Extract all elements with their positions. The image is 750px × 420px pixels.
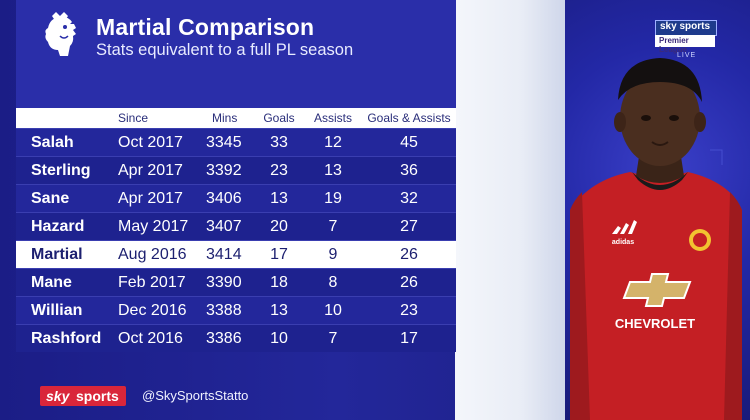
since-cell: Oct 2016 (118, 330, 183, 347)
assists-cell: 12 (324, 134, 342, 151)
table-row: Salah Oct 2017 3345 33 12 45 (16, 128, 456, 156)
mins-cell: 3386 (206, 330, 242, 347)
goals-assists-cell: 32 (400, 190, 418, 207)
since-cell: Apr 2017 (118, 190, 183, 207)
goals-cell: 23 (270, 162, 288, 179)
table-row-highlighted: Martial Aug 2016 3414 17 9 26 (16, 240, 456, 268)
goals-assists-cell: 26 (400, 246, 418, 263)
goals-assists-cell: 27 (400, 218, 418, 235)
goals-assists-cell: 17 (400, 330, 418, 347)
player-name: Willian (31, 302, 83, 319)
player-name: Salah (31, 134, 74, 151)
assists-cell: 13 (324, 162, 342, 179)
column-header-since: Since (118, 111, 149, 125)
goals-assists-cell: 26 (400, 274, 418, 291)
goals-cell: 33 (270, 134, 288, 151)
sky-sports-logo-icon: sky sports (40, 386, 126, 406)
since-cell: Apr 2017 (118, 162, 183, 179)
table-row: Willian Dec 2016 3388 13 10 23 (16, 296, 456, 324)
column-header-goals-assists: Goals & Assists (367, 111, 451, 125)
goals-cell: 20 (270, 218, 288, 235)
player-name: Hazard (31, 218, 85, 235)
goals-assists-cell: 45 (400, 134, 418, 151)
shirt-kit-brand-text: adidas (612, 239, 634, 246)
goals-cell: 13 (270, 302, 288, 319)
since-cell: May 2017 (118, 218, 189, 235)
goals-cell: 10 (270, 330, 288, 347)
table-header-row: Since Mins Goals Assists Goals & Assists (16, 108, 456, 128)
since-cell: Dec 2016 (118, 302, 187, 319)
premier-league-lion-icon (45, 12, 76, 56)
assists-cell: 10 (324, 302, 342, 319)
mins-cell: 3392 (206, 162, 242, 179)
sports-logo-text: sports (76, 388, 119, 404)
mins-cell: 3345 (206, 134, 242, 151)
column-header-assists: Assists (313, 111, 352, 125)
player-name: Martial (31, 246, 83, 263)
assists-cell: 9 (328, 246, 338, 263)
column-header-goals: Goals (263, 111, 295, 125)
player-name: Rashford (31, 330, 102, 347)
since-cell: Oct 2017 (118, 134, 183, 151)
broadcaster-badge: sky sports Premier League (655, 20, 717, 54)
page-title: Martial Comparison (96, 14, 315, 40)
mins-cell: 3406 (206, 190, 242, 207)
table-row: Hazard May 2017 3407 20 7 27 (16, 212, 456, 240)
since-cell: Feb 2017 (118, 274, 186, 291)
goals-assists-cell: 36 (400, 162, 418, 179)
goals-cell: 18 (270, 274, 288, 291)
mins-cell: 3388 (206, 302, 242, 319)
player-photo: CHEVROLET adidas (570, 58, 742, 420)
assists-cell: 7 (328, 218, 338, 235)
assists-cell: 7 (328, 330, 338, 347)
mins-cell: 3414 (206, 246, 242, 263)
player-name: Mane (31, 274, 72, 291)
badge-channel: Premier League (659, 36, 689, 54)
page-subtitle: Stats equivalent to a full PL season (96, 41, 354, 59)
table-row: Sane Apr 2017 3406 13 19 32 (16, 184, 456, 212)
background-light-panel (455, 0, 565, 420)
live-indicator: LIVE (677, 52, 697, 59)
mins-cell: 3390 (206, 274, 242, 291)
comparison-table: Since Mins Goals Assists Goals & Assists… (16, 108, 456, 352)
shirt-sponsor-text: CHEVROLET (615, 316, 695, 331)
table-row: Sterling Apr 2017 3392 23 13 36 (16, 156, 456, 184)
goals-assists-cell: 23 (400, 302, 418, 319)
assists-cell: 8 (328, 274, 338, 291)
mins-cell: 3407 (206, 218, 242, 235)
badge-brand: sky sports (660, 21, 711, 32)
twitter-handle: @SkySportsStatto (142, 388, 249, 403)
goals-cell: 13 (270, 190, 288, 207)
since-cell: Aug 2016 (118, 246, 187, 263)
assists-cell: 19 (324, 190, 342, 207)
sky-logo-text: sky (46, 388, 70, 404)
header-panel: Martial Comparison Stats equivalent to a… (16, 0, 456, 108)
goals-cell: 17 (270, 246, 288, 263)
table-row: Rashford Oct 2016 3386 10 7 17 (16, 324, 456, 352)
column-header-mins: Mins (212, 111, 238, 125)
table-row: Mane Feb 2017 3390 18 8 26 (16, 268, 456, 296)
player-name: Sterling (31, 162, 91, 179)
player-name: Sane (31, 190, 70, 207)
